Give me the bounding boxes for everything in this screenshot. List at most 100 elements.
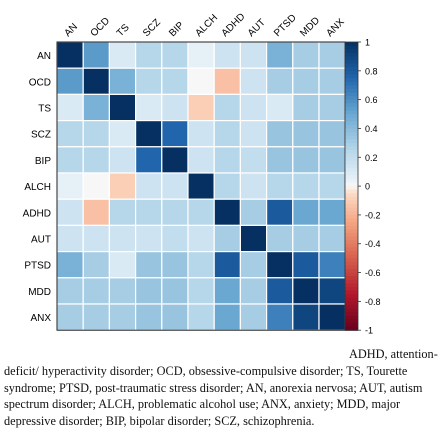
- heatmap-cell: [239, 119, 268, 148]
- colorbar-segment: [345, 92, 358, 97]
- colorbar-tick-label: 1: [365, 38, 370, 48]
- colorbar-tick-label: 0.8: [365, 66, 378, 76]
- heatmap-cell: [82, 41, 110, 69]
- heatmap-cell: [108, 172, 137, 200]
- colorbar-segment: [345, 67, 358, 72]
- colorbar-segment: [345, 135, 358, 140]
- heatmap-cell: [318, 251, 346, 279]
- row-label: AN: [37, 51, 51, 62]
- heatmap-cell: [56, 303, 84, 331]
- heatmap-cell: [213, 67, 241, 95]
- colorbar-segment: [345, 74, 358, 79]
- colorbar-segment: [345, 128, 358, 133]
- heatmap-cell: [266, 41, 294, 69]
- colorbar-segment: [345, 150, 358, 155]
- colorbar-segment: [345, 276, 358, 281]
- heatmap-cell: [213, 251, 241, 279]
- heatmap-cell: [161, 41, 189, 69]
- heatmap-cell: [135, 277, 163, 305]
- heatmap-cell: [239, 277, 268, 305]
- colorbar-segment: [345, 301, 358, 306]
- row-label: OCD: [29, 77, 51, 88]
- column-label: ADHD: [220, 11, 248, 39]
- heatmap-cell: [82, 198, 110, 226]
- colorbar: [344, 41, 359, 331]
- colorbar-segment: [345, 175, 358, 180]
- colorbar-segment: [345, 171, 358, 176]
- colorbar-segment: [345, 193, 358, 198]
- heatmap-cell: [292, 277, 320, 305]
- colorbar-segment: [345, 114, 358, 119]
- row-label: ANX: [30, 313, 51, 324]
- row-label: PTSD: [24, 261, 51, 272]
- colorbar-segment: [345, 52, 358, 58]
- heatmap-cell: [135, 146, 163, 174]
- heatmap-cell: [292, 41, 320, 69]
- colorbar-segment: [345, 88, 358, 94]
- heatmap-cell: [292, 119, 320, 148]
- colorbar-segment: [345, 279, 358, 284]
- heatmap-cell: [135, 224, 163, 253]
- colorbar-segment: [345, 117, 358, 122]
- column-label: OCD: [89, 16, 113, 40]
- colorbar-segment: [345, 85, 358, 90]
- colorbar-tick-label: -1: [365, 326, 373, 336]
- heatmap-cell: [292, 146, 320, 174]
- row-label: ADHD: [23, 208, 51, 219]
- heatmap-cell: [161, 198, 189, 226]
- colorbar-segment: [345, 182, 358, 187]
- heatmap-cell: [135, 41, 163, 69]
- heatmap-cell: [213, 224, 241, 253]
- colorbar-segment: [345, 45, 358, 50]
- colorbar-segment: [345, 322, 358, 328]
- colorbar-segment: [345, 232, 358, 238]
- colorbar-segment: [345, 60, 358, 65]
- colorbar-segment: [345, 286, 358, 292]
- heatmap-cell: [213, 198, 241, 226]
- heatmap-cell: [213, 146, 241, 174]
- colorbar-segment: [345, 146, 358, 151]
- heatmap-cell: [82, 277, 110, 305]
- column-label: BIP: [167, 20, 186, 39]
- heatmap-cell: [213, 277, 241, 305]
- heatmap-cell: [318, 146, 346, 174]
- heatmap-cell: [161, 172, 189, 200]
- colorbar-segment: [345, 189, 358, 194]
- colorbar-segment: [345, 290, 358, 295]
- heatmap-cell: [213, 303, 241, 331]
- heatmap-cell: [213, 93, 241, 122]
- colorbar-segment: [345, 211, 358, 216]
- column-label: ALCH: [193, 12, 220, 39]
- colorbar-segment: [345, 164, 358, 169]
- colorbar-segment: [345, 196, 358, 202]
- colorbar-segment: [345, 326, 358, 331]
- heatmap-cell: [135, 67, 163, 95]
- heatmap-cell: [135, 119, 163, 148]
- colorbar-tick-label: -0.6: [365, 268, 381, 278]
- row-labels: AN OCD TS SCZ BIP ALCH ADHD AUT PTSD MDD ANX: [23, 51, 52, 324]
- heatmap-cell: [239, 251, 268, 279]
- heatmap-cell: [135, 251, 163, 279]
- colorbar-segment: [345, 319, 358, 324]
- heatmap-cell: [187, 41, 215, 69]
- heatmap-cell: [56, 119, 84, 148]
- heatmap-cell: [82, 93, 110, 122]
- heatmap-cell: [82, 303, 110, 331]
- heatmap-cell: [292, 198, 320, 226]
- heatmap-cell: [82, 224, 110, 253]
- colorbar-segment: [345, 42, 358, 47]
- column-label: TS: [115, 22, 132, 39]
- heatmap-cell: [292, 224, 320, 253]
- heatmap-cell: [266, 119, 294, 148]
- heatmap-cells: [56, 41, 346, 331]
- colorbar-segment: [345, 81, 358, 86]
- colorbar-segment: [345, 315, 358, 320]
- colorbar-segment: [345, 268, 358, 274]
- heatmap-cell: [239, 198, 268, 226]
- colorbar-segment: [345, 225, 358, 230]
- heatmap-cell: [187, 146, 215, 174]
- colorbar-segment: [345, 49, 358, 54]
- column-label: AN: [62, 22, 80, 40]
- colorbar-segment: [345, 142, 358, 148]
- heatmap-cell: [239, 224, 268, 253]
